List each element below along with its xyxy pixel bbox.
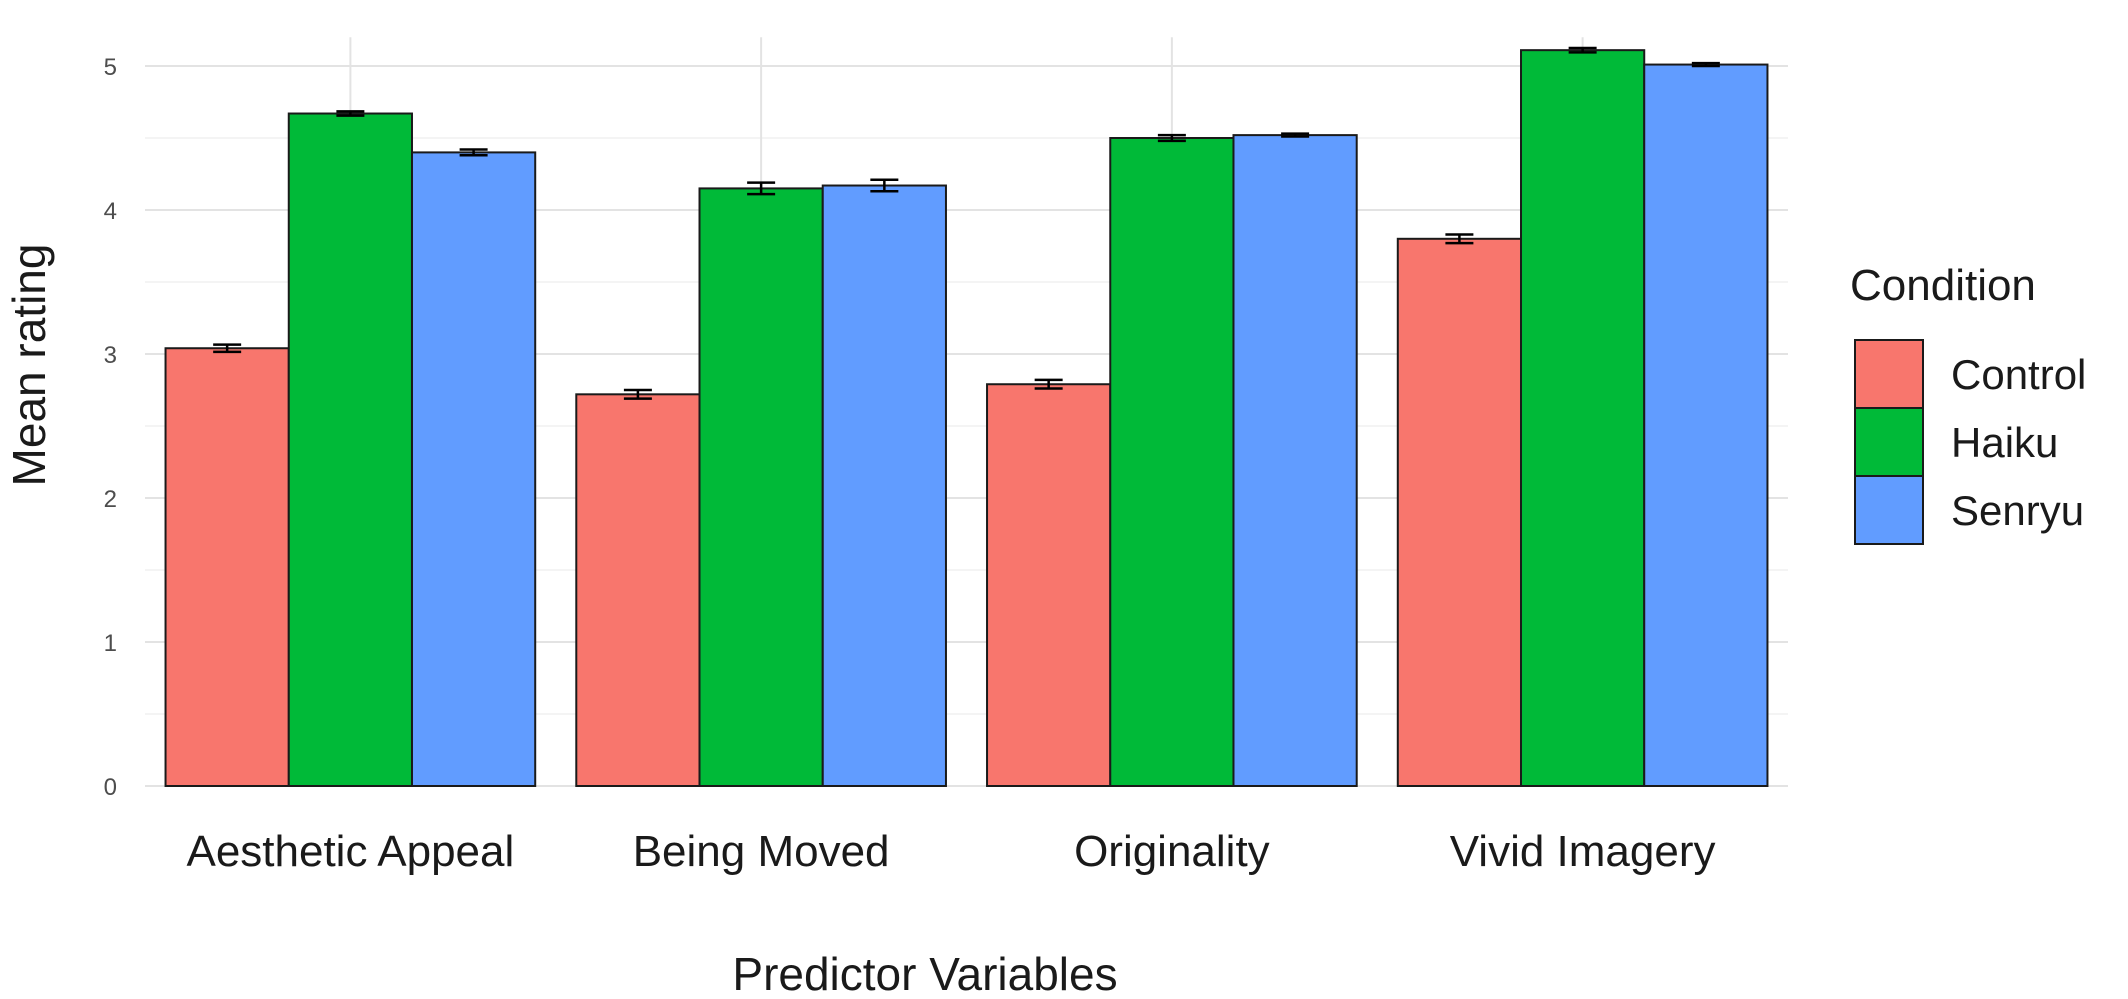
bar-control bbox=[164, 347, 290, 787]
bar-senryu bbox=[821, 184, 947, 787]
x-category-label: Originality bbox=[1074, 827, 1270, 876]
legend-label: Haiku bbox=[1951, 419, 2058, 466]
y-axis-title: Mean rating bbox=[3, 244, 55, 487]
legend-label: Senryu bbox=[1951, 487, 2084, 534]
legend-key-senryu bbox=[1854, 475, 1924, 545]
bar-haiku bbox=[698, 187, 824, 787]
bar-senryu bbox=[1643, 63, 1769, 787]
legend-key-haiku bbox=[1854, 407, 1924, 477]
legend-title: Condition bbox=[1850, 261, 2036, 310]
y-tick-label: 5 bbox=[104, 54, 117, 81]
bar-control bbox=[986, 383, 1112, 787]
bar-haiku bbox=[1109, 137, 1235, 787]
bar-control bbox=[1396, 237, 1523, 788]
legend-key-control bbox=[1854, 339, 1924, 409]
x-axis-categories: Aesthetic Appeal Being Moved Originality Vi… bbox=[186, 827, 1715, 876]
y-tick-label: 3 bbox=[104, 342, 117, 369]
y-tick-label: 0 bbox=[104, 774, 117, 801]
x-category-label: Aesthetic Appeal bbox=[186, 827, 514, 876]
legend-label: Control bbox=[1951, 351, 2086, 398]
bar-haiku bbox=[287, 112, 413, 787]
y-axis-ticks: 0 1 2 3 4 5 bbox=[104, 54, 117, 801]
bar-senryu bbox=[410, 151, 537, 787]
y-tick-label: 1 bbox=[104, 630, 117, 657]
bar-senryu bbox=[1232, 134, 1358, 787]
bar-haiku bbox=[1520, 49, 1646, 788]
x-category-label: Vivid Imagery bbox=[1450, 827, 1716, 876]
y-tick-label: 2 bbox=[104, 486, 117, 513]
x-category-label: Being Moved bbox=[633, 827, 890, 876]
y-tick-label: 4 bbox=[104, 198, 117, 225]
bars bbox=[164, 49, 1769, 788]
legend: Condition Control Haiku Senryu bbox=[1850, 261, 2086, 545]
error-bars bbox=[213, 46, 1720, 400]
x-axis-title: Predictor Variables bbox=[732, 948, 1117, 999]
bar-control bbox=[575, 393, 701, 787]
